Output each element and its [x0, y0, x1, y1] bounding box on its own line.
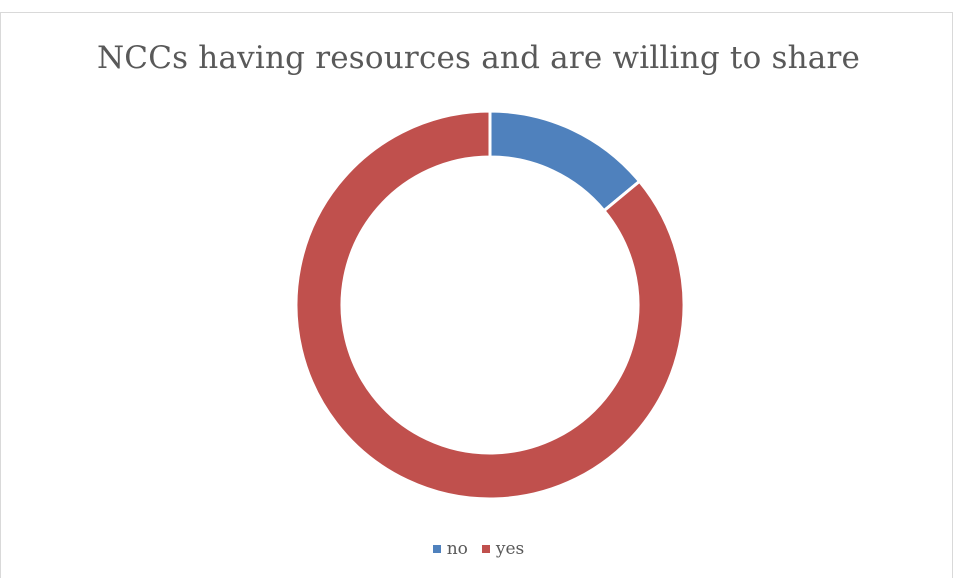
legend-label-no: no [446, 539, 468, 559]
donut-slice-no [488, 109, 642, 213]
legend-label-yes: yes [495, 539, 525, 559]
legend: no yes [0, 539, 957, 559]
donut-slice-yes [294, 109, 686, 501]
legend-swatch-no [432, 545, 441, 553]
legend-item-no: no [432, 539, 468, 559]
legend-swatch-yes [481, 545, 490, 553]
legend-item-yes: yes [481, 539, 525, 559]
chart-title: NCCs having resources and are willing to… [96, 40, 861, 76]
